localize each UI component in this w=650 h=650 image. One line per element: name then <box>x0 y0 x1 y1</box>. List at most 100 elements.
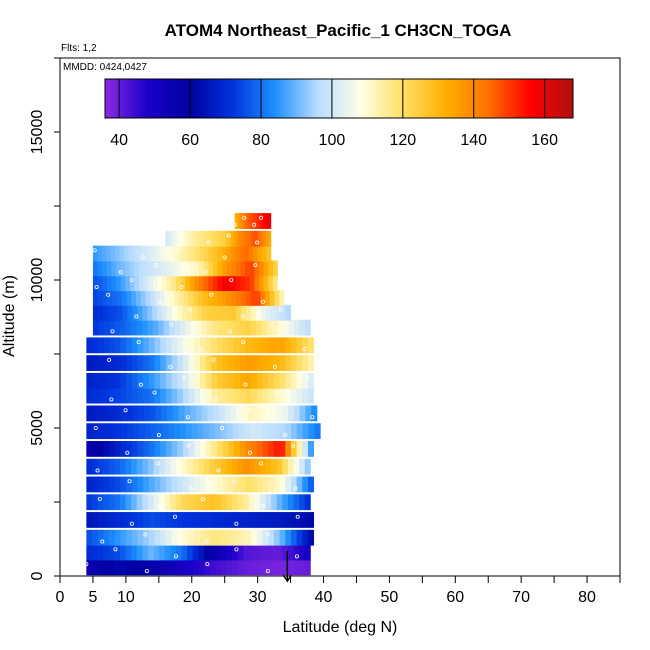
heatmap-cell <box>257 245 263 262</box>
heatmap-cell <box>268 441 275 457</box>
heatmap-cell <box>271 559 278 576</box>
heatmap-cell <box>117 304 123 321</box>
heatmap-cell <box>228 441 235 457</box>
heatmap-cell <box>115 245 121 262</box>
heatmap-cell <box>181 245 187 262</box>
heatmap-cell <box>304 458 311 475</box>
x-tick-label: 50 <box>381 589 399 606</box>
heatmap-cell <box>249 230 253 247</box>
heatmap-cell <box>293 559 300 576</box>
heatmap-cell <box>211 372 218 389</box>
heatmap-cell <box>125 275 131 292</box>
heatmap-cell <box>237 213 239 229</box>
heatmap-cell <box>222 372 229 389</box>
heatmap-cell <box>139 260 145 277</box>
heatmap-cell <box>158 319 164 336</box>
heatmap-cell <box>198 290 204 306</box>
heatmap-cell <box>256 476 263 493</box>
heatmap-cell <box>125 458 132 475</box>
sample-point <box>113 547 118 552</box>
heatmap-cell <box>262 476 269 493</box>
heatmap-cell <box>282 559 289 576</box>
heatmap-cell <box>291 423 298 440</box>
heatmap-cell <box>226 230 230 247</box>
heatmap-cell <box>253 213 255 229</box>
heatmap-cell <box>187 544 194 561</box>
heatmap-cell <box>186 245 192 262</box>
heatmap-cell <box>120 405 128 422</box>
heatmap-cell <box>181 544 188 561</box>
heatmap-cell <box>245 512 252 528</box>
sample-point <box>222 255 227 260</box>
heatmap-cell <box>215 544 222 561</box>
heatmap-cell <box>279 512 286 528</box>
heatmap-cell <box>269 290 275 306</box>
heatmap-cell <box>268 476 275 493</box>
heatmap-cell <box>171 476 178 493</box>
heatmap-cell <box>285 304 291 321</box>
heatmap-cell <box>251 512 258 528</box>
heatmap-cell <box>97 304 104 321</box>
heatmap-cell <box>211 355 218 371</box>
sample-point <box>109 397 114 402</box>
sample-point <box>310 415 315 420</box>
heatmap-cell <box>109 476 116 493</box>
x-tick-label: 0 <box>56 589 65 606</box>
heatmap-cell <box>231 275 237 292</box>
heatmap-cell <box>175 275 181 292</box>
heatmap-cell <box>239 319 246 336</box>
heatmap-cell <box>182 387 190 404</box>
heatmap-cell <box>220 423 228 440</box>
sample-point <box>168 364 173 369</box>
heatmap-cell <box>203 458 210 475</box>
altitude-band <box>232 213 272 229</box>
sample-point <box>248 450 253 455</box>
heatmap-cell <box>171 337 178 354</box>
heatmap-cell <box>120 441 127 457</box>
heatmap-cell <box>207 405 214 422</box>
heatmap-cell <box>237 494 244 511</box>
heatmap-cell <box>276 544 283 561</box>
heatmap-cell <box>190 245 196 262</box>
heatmap-cell <box>205 476 212 493</box>
heatmap-cell <box>106 275 112 292</box>
heatmap-cell <box>261 213 264 229</box>
heatmap-cell <box>245 476 252 493</box>
sample-point <box>259 461 264 466</box>
heatmap-cell <box>228 355 235 371</box>
heatmap-cell <box>130 319 137 336</box>
heatmap-cell <box>268 260 274 277</box>
heatmap-cell <box>203 544 210 561</box>
heatmap-cell <box>304 559 311 576</box>
heatmap-cell <box>279 290 285 306</box>
sample-point <box>234 547 239 552</box>
heatmap-cell <box>236 304 242 321</box>
heatmap-cell <box>101 245 107 262</box>
heatmap-cell <box>211 304 217 321</box>
heatmap-cell <box>280 304 287 321</box>
heatmap-cell <box>86 405 93 422</box>
heatmap-cell <box>161 405 168 422</box>
heatmap-cell <box>132 405 139 422</box>
heatmap-cell <box>97 529 104 546</box>
heatmap-cell <box>287 544 294 561</box>
heatmap-cell <box>239 355 246 371</box>
heatmap-cell <box>251 476 258 493</box>
colorbar-tick-label: 140 <box>460 132 487 149</box>
sample-point <box>211 357 216 362</box>
y-axis-label: Altitude (m) <box>1 275 18 357</box>
heatmap-cell <box>182 529 190 546</box>
heatmap-cell <box>137 355 144 371</box>
heatmap-cell <box>302 355 309 371</box>
heatmap-cell <box>170 544 177 561</box>
sample-point <box>156 461 161 466</box>
heatmap-cell <box>178 405 185 422</box>
heatmap-cell <box>114 529 121 546</box>
heatmap-cell <box>143 372 150 389</box>
sample-point <box>266 532 271 537</box>
sample-point <box>232 222 237 227</box>
heatmap-cell <box>213 405 220 422</box>
heatmap-cell <box>137 245 143 262</box>
heatmap-cell <box>285 512 292 528</box>
heatmap-cell <box>154 337 161 354</box>
